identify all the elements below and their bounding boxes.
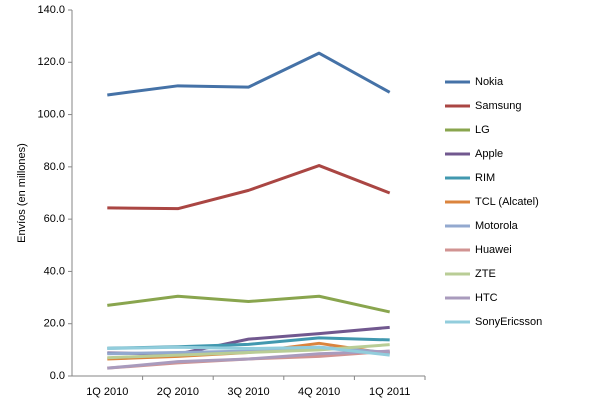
y-tick-label: 40.0 [44,265,65,277]
series-line [107,164,391,211]
x-tick-label: 1Q 2010 [86,386,128,398]
legend-label: HTC [475,292,498,304]
y-tick-label: 20.0 [44,318,65,330]
legend-label: Nokia [475,76,504,88]
series-line [107,345,390,357]
legend-label: LG [475,124,490,136]
y-tick-label: 60.0 [44,213,65,225]
y-axis-label: Envíos (en millones) [16,143,28,243]
legend-label: Samsung [475,100,521,112]
legend-label: RIM [475,172,495,184]
series-line [107,294,391,314]
legend-label: ZTE [475,268,496,280]
y-tick-label: 0.0 [50,370,65,382]
y-tick-label: 140.0 [37,4,65,16]
legend-label: TCL (Alcatel) [475,196,539,208]
x-tick-label: 2Q 2010 [157,386,199,398]
legend-label: Motorola [475,220,519,232]
y-tick-label: 80.0 [44,161,65,173]
x-tick-label: 4Q 2010 [298,386,340,398]
x-tick-label: 1Q 2011 [369,386,410,398]
legend-label: SonyEricsson [475,316,542,328]
series-line [107,349,390,370]
legend-label: Huawei [475,244,512,256]
series-line [107,343,390,360]
y-tick-label: 120.0 [37,56,65,68]
x-tick-label: 3Q 2010 [227,386,269,398]
y-tick-label: 100.0 [37,108,65,120]
legend-label: Apple [475,148,503,160]
series-line [107,51,391,97]
